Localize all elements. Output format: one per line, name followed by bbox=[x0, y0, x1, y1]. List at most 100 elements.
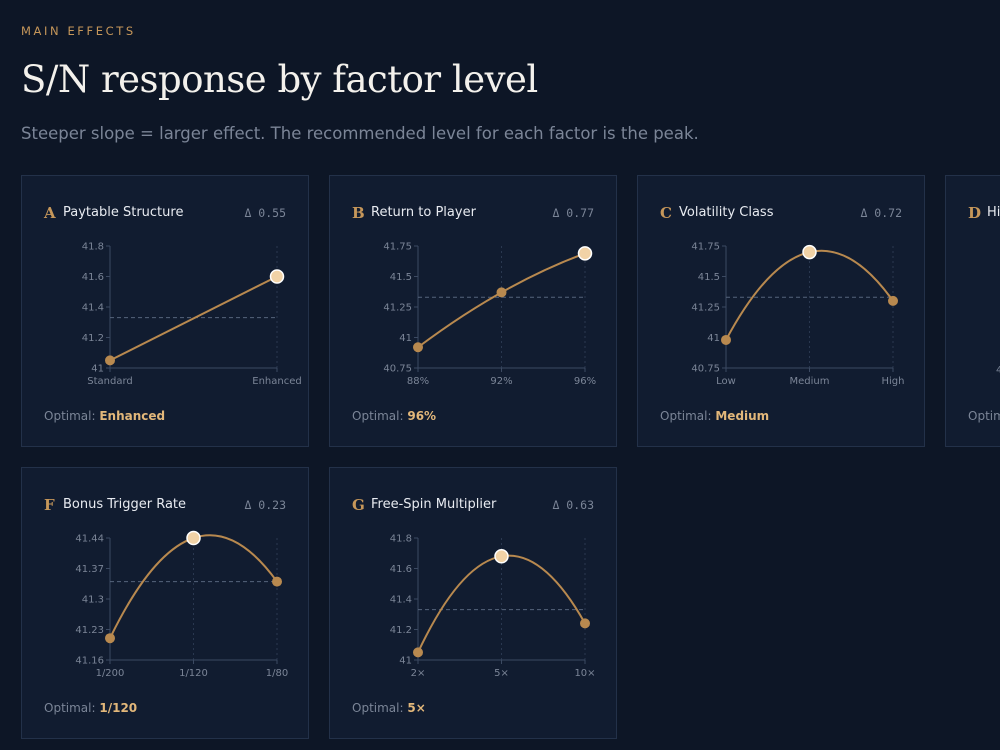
x-tick-label: 1/120 bbox=[179, 668, 208, 679]
y-tick-label: 41.25 bbox=[383, 303, 412, 314]
optimal-label: Optimal: bbox=[44, 701, 96, 715]
x-tick-label: 1/80 bbox=[266, 668, 288, 679]
x-tick-label: 92% bbox=[490, 376, 512, 387]
data-point bbox=[105, 633, 115, 644]
y-tick-label: 41.5 bbox=[390, 272, 412, 283]
y-tick-label: 41 bbox=[399, 656, 412, 667]
y-tick-label: 4 bbox=[996, 365, 1000, 376]
factor-delta: Δ 0.23 bbox=[244, 498, 286, 512]
data-point bbox=[272, 576, 282, 587]
factor-letter: B bbox=[352, 204, 365, 222]
response-chart-partial: 4 bbox=[996, 365, 1000, 376]
optimal-label: Optimal: bbox=[352, 409, 404, 423]
y-tick-label: 41.16 bbox=[75, 656, 104, 667]
optimal-level: Optimal: 96% bbox=[352, 409, 436, 423]
optimal-point bbox=[269, 269, 285, 284]
y-tick-label: 40.75 bbox=[691, 364, 720, 375]
optimal-level: Optimal: Enhanced bbox=[44, 409, 165, 423]
optimal-value: 1/120 bbox=[99, 701, 138, 715]
y-tick-label: 41.4 bbox=[390, 595, 412, 606]
data-point bbox=[413, 647, 423, 658]
x-tick-label: 10× bbox=[574, 668, 595, 679]
response-chart: 40.75 41 41.25 41.5 41.75 88% 92% 96% bbox=[383, 242, 596, 388]
card-header: C Volatility Class Δ 0.72 bbox=[660, 204, 902, 224]
x-tick-label: Low bbox=[716, 376, 736, 387]
data-point bbox=[888, 295, 898, 306]
optimal-value: Medium bbox=[715, 409, 770, 423]
factor-letter: F bbox=[44, 496, 55, 514]
data-point bbox=[721, 334, 731, 345]
factor-delta: Δ 0.63 bbox=[552, 498, 594, 512]
response-line bbox=[109, 534, 278, 639]
optimal-point bbox=[802, 244, 817, 260]
factor-delta: Δ 0.72 bbox=[860, 206, 902, 220]
factor-name: Free-Spin Multiplier bbox=[371, 497, 497, 512]
y-tick-label: 41.75 bbox=[383, 242, 412, 253]
x-tick-label: 88% bbox=[407, 376, 429, 387]
x-tick-label: 5× bbox=[494, 668, 509, 679]
x-tick-label: Standard bbox=[87, 376, 133, 387]
factor-card-f: F Bonus Trigger Rate Δ 0.23 41.16 41.23 41… bbox=[21, 467, 309, 739]
optimal-point bbox=[494, 549, 509, 564]
factor-card-d: D Hi 4 Optim bbox=[945, 175, 1000, 447]
x-tick-label: Enhanced bbox=[252, 376, 301, 387]
card-header: B Return to Player Δ 0.77 bbox=[352, 204, 594, 224]
y-tick-label: 41.37 bbox=[75, 564, 104, 575]
y-tick-label: 41.6 bbox=[82, 272, 104, 283]
y-tick-label: 41.4 bbox=[82, 303, 104, 314]
optimal-label: Optimal: bbox=[660, 409, 712, 423]
response-line bbox=[109, 275, 278, 362]
x-tick-label: High bbox=[882, 376, 905, 387]
optimal-label: Optim bbox=[968, 409, 1000, 423]
card-header: G Free-Spin Multiplier Δ 0.63 bbox=[352, 496, 594, 516]
optimal-value: 5× bbox=[407, 701, 426, 715]
response-chart: 40.75 41 41.25 41.5 41.75 Low Medium High bbox=[691, 242, 905, 388]
factor-letter: G bbox=[352, 496, 365, 514]
y-tick-label: 41.44 bbox=[75, 534, 104, 545]
card-header: A Paytable Structure Δ 0.55 bbox=[44, 204, 286, 224]
y-tick-label: 41.6 bbox=[390, 564, 412, 575]
y-tick-label: 41.25 bbox=[691, 303, 720, 314]
factor-name: Return to Player bbox=[371, 205, 476, 220]
response-chart: 41 41.2 41.4 41.6 41.8 Standard Enhanced bbox=[82, 242, 302, 388]
x-tick-label: 2× bbox=[411, 668, 426, 679]
factor-card-c: C Volatility Class Δ 0.72 40.75 41 41.25 41… bbox=[637, 175, 925, 447]
factor-letter: C bbox=[660, 204, 672, 222]
optimal-point bbox=[577, 246, 593, 261]
y-tick-label: 41.8 bbox=[390, 534, 412, 545]
data-point bbox=[413, 342, 423, 353]
page-subtitle: Steeper slope = larger effect. The recom… bbox=[21, 124, 699, 143]
response-chart: 41.16 41.23 41.3 41.37 41.44 1/200 1/120 1/80 bbox=[75, 530, 288, 679]
factor-card-a: A Paytable Structure Δ 0.55 41 41.2 41.4 41… bbox=[21, 175, 309, 447]
x-tick-label: 96% bbox=[574, 376, 596, 387]
optimal-level: Optim bbox=[968, 409, 1000, 423]
y-tick-label: 41.2 bbox=[82, 333, 104, 344]
factor-delta: Δ 0.55 bbox=[244, 206, 286, 220]
card-header: F Bonus Trigger Rate Δ 0.23 bbox=[44, 496, 286, 516]
x-tick-label: Medium bbox=[790, 376, 830, 387]
data-point bbox=[105, 355, 115, 366]
optimal-level: Optimal: Medium bbox=[660, 409, 769, 423]
factor-delta: Δ 0.77 bbox=[552, 206, 594, 220]
factor-letter: D bbox=[968, 204, 982, 222]
optimal-label: Optimal: bbox=[352, 701, 404, 715]
x-tick-label: 1/200 bbox=[96, 668, 125, 679]
optimal-value: 96% bbox=[407, 409, 437, 423]
factor-card-g: G Free-Spin Multiplier Δ 0.63 41 41.2 41.4… bbox=[329, 467, 617, 739]
optimal-level: Optimal: 5× bbox=[352, 701, 426, 715]
factor-name: Bonus Trigger Rate bbox=[63, 497, 187, 512]
response-chart: 41 41.2 41.4 41.6 41.8 2× 5× 10× bbox=[390, 534, 596, 680]
card-header: D Hi bbox=[968, 204, 1000, 224]
data-point bbox=[580, 618, 590, 629]
y-tick-label: 41 bbox=[399, 333, 412, 344]
y-tick-label: 41 bbox=[707, 333, 720, 344]
y-tick-label: 41.3 bbox=[82, 595, 104, 606]
y-tick-label: 41.8 bbox=[82, 242, 104, 253]
y-tick-label: 41.75 bbox=[691, 242, 720, 253]
y-tick-label: 40.75 bbox=[383, 364, 412, 375]
eyebrow-label: MAIN EFFECTS bbox=[21, 24, 136, 38]
optimal-point bbox=[186, 530, 201, 546]
y-tick-label: 41.23 bbox=[75, 625, 104, 636]
page-title: S/N response by factor level bbox=[21, 58, 538, 101]
data-point bbox=[496, 287, 507, 298]
